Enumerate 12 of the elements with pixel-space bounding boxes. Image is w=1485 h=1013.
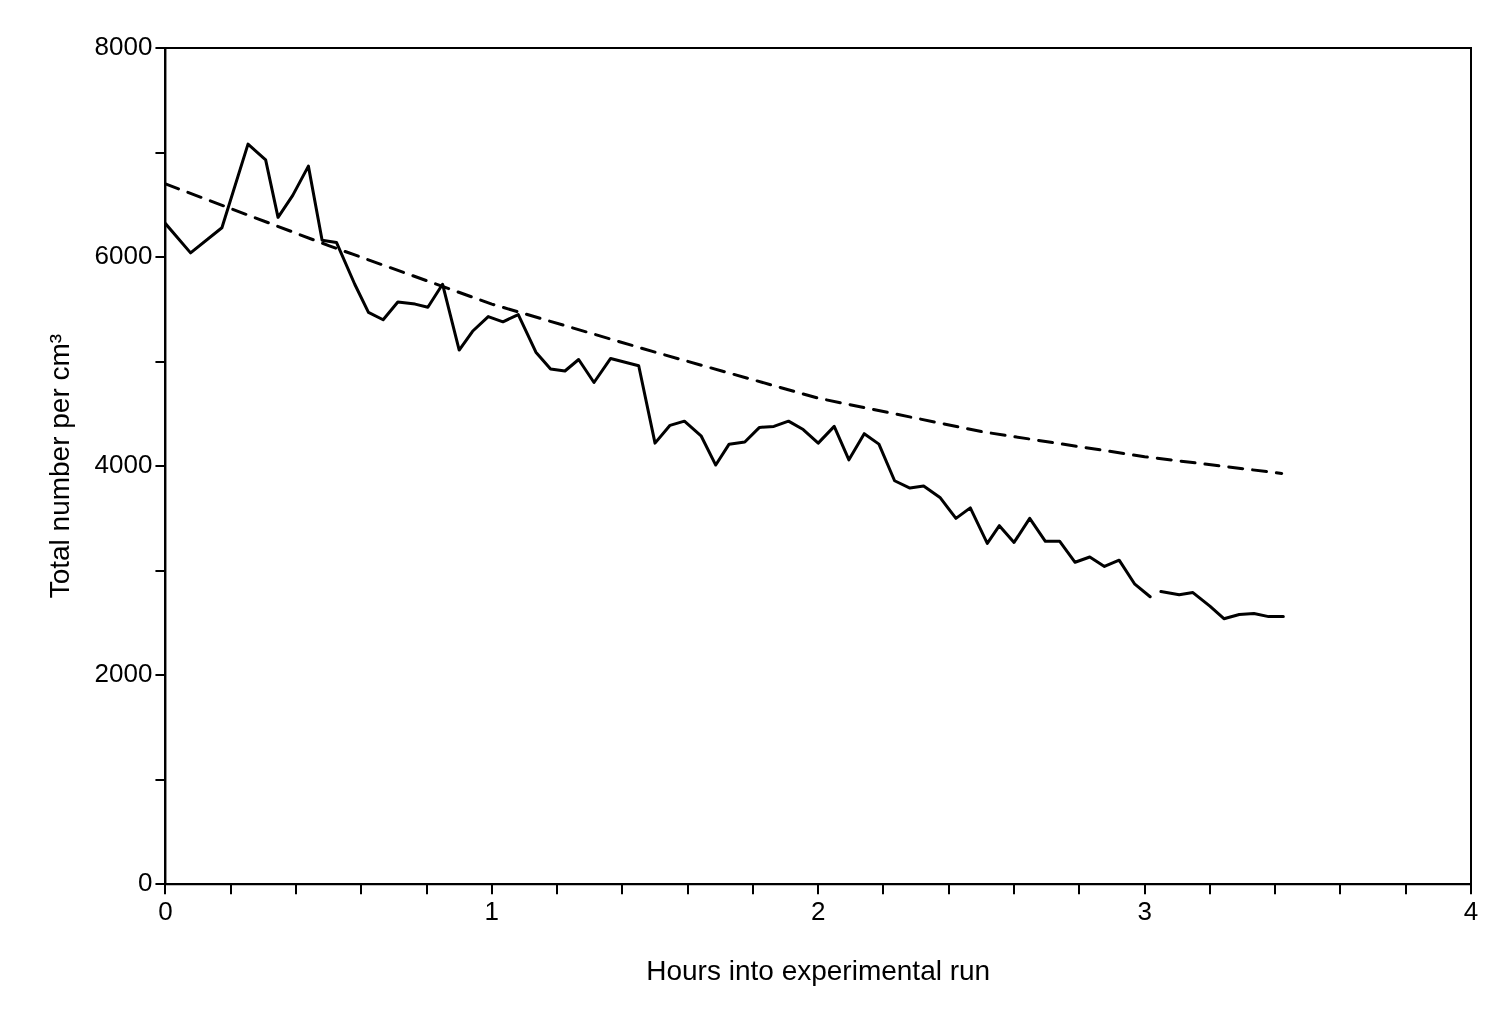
x-tick-label: 4	[1463, 895, 1479, 926]
x-tick-label: 2	[810, 895, 826, 926]
x-tick-label: 3	[1137, 895, 1152, 926]
x-tick-label: 1	[484, 895, 500, 926]
x-tick-label: 0	[158, 895, 173, 926]
x-axis-title: Hours into experimental run	[646, 954, 991, 986]
y-tick-label: 4000	[94, 449, 153, 480]
y-axis-title: Total number per cm³	[43, 333, 75, 599]
y-tick-label: 2000	[94, 658, 153, 689]
y-tick-label: 6000	[94, 240, 153, 271]
y-tick-label: 0	[137, 867, 153, 898]
y-tick-label: 8000	[94, 31, 153, 62]
